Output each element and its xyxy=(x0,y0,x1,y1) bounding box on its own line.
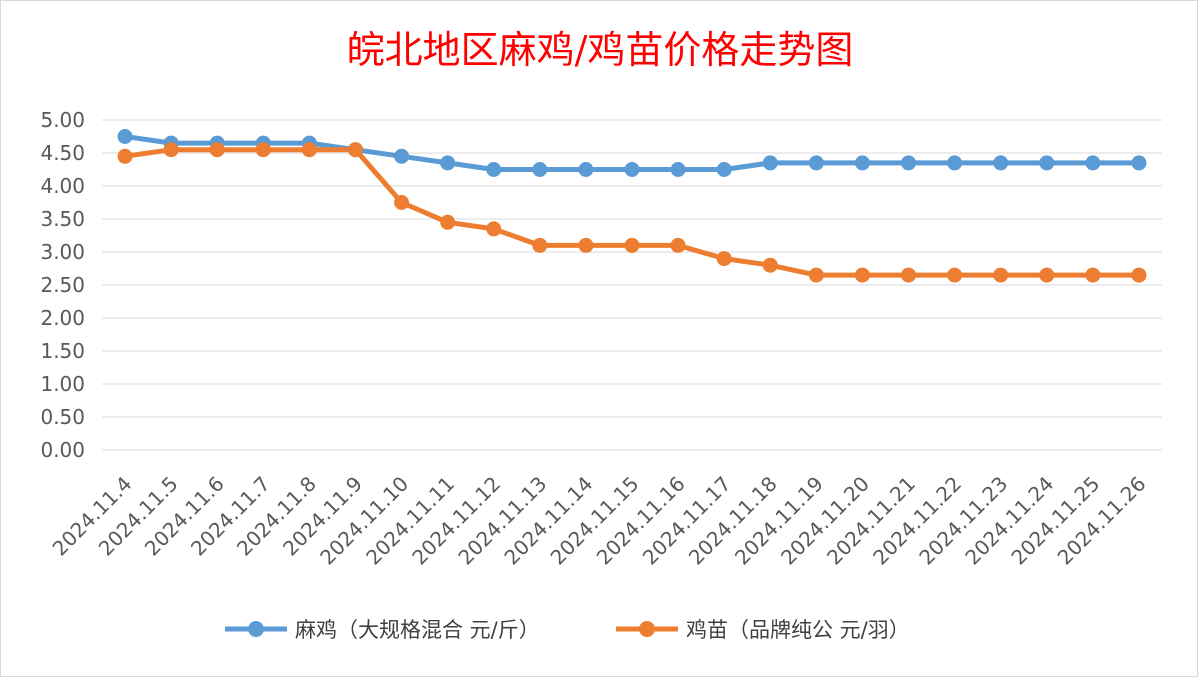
data-point xyxy=(117,148,133,164)
data-point xyxy=(1039,267,1055,283)
data-point xyxy=(716,162,732,177)
y-tick-label: 5.00 xyxy=(40,108,85,132)
data-point xyxy=(947,267,963,283)
data-point xyxy=(440,214,456,230)
data-point xyxy=(670,162,686,177)
legend: 麻鸡（大规格混合 元/斤） 鸡苗（品牌纯公 元/羽） xyxy=(225,618,910,642)
data-point xyxy=(670,237,686,253)
data-point xyxy=(301,142,317,158)
y-axis-ticks: 0.00 0.50 1.00 1.50 2.00 2.50 3.00 3.50 4.00 4.50… xyxy=(40,108,85,462)
data-point xyxy=(1131,155,1147,171)
legend-item: 麻鸡（大规格混合 元/斤） xyxy=(225,618,540,642)
data-point xyxy=(1039,155,1055,171)
data-point xyxy=(901,155,917,171)
data-point xyxy=(209,142,225,158)
data-point xyxy=(578,162,594,177)
data-point xyxy=(624,162,640,177)
data-point xyxy=(854,267,870,283)
legend-label: 麻鸡（大规格混合 元/斤） xyxy=(295,618,540,642)
y-tick-label: 3.00 xyxy=(40,240,85,264)
data-point xyxy=(808,267,824,283)
series-lines xyxy=(117,129,1147,283)
y-tick-label: 2.50 xyxy=(40,273,85,297)
y-tick-label: 4.50 xyxy=(40,141,85,165)
chart-title: 皖北地区麻鸡/鸡苗价格走势图 xyxy=(347,28,854,72)
data-point xyxy=(486,162,502,177)
data-point xyxy=(255,142,271,158)
data-point xyxy=(163,142,179,158)
data-point xyxy=(624,237,640,253)
data-point xyxy=(578,237,594,253)
y-tick-label: 2.00 xyxy=(40,306,85,330)
data-point xyxy=(993,267,1009,283)
y-tick-label: 1.00 xyxy=(40,372,85,396)
data-point xyxy=(762,155,778,171)
gridlines xyxy=(102,119,1162,451)
legend-swatch-marker xyxy=(248,621,264,637)
y-tick-label: 0.00 xyxy=(40,438,85,462)
data-point xyxy=(762,257,778,273)
legend-swatch-marker xyxy=(639,621,655,637)
x-axis-ticks: 2024.11.42024.11.52024.11.62024.11.72024… xyxy=(48,472,1151,570)
y-tick-label: 3.50 xyxy=(40,207,85,231)
y-tick-label: 0.50 xyxy=(40,405,85,429)
data-point xyxy=(347,142,363,158)
y-tick-label: 1.50 xyxy=(40,339,85,363)
legend-item: 鸡苗（品牌纯公 元/羽） xyxy=(616,618,910,642)
y-tick-label: 4.00 xyxy=(40,174,85,198)
data-point xyxy=(947,155,963,171)
data-point xyxy=(486,221,502,237)
data-point xyxy=(716,251,732,267)
series-2 xyxy=(117,142,1147,283)
data-point xyxy=(394,148,410,164)
data-point xyxy=(808,155,824,171)
data-point xyxy=(854,155,870,171)
data-point xyxy=(1131,267,1147,283)
data-point xyxy=(532,237,548,253)
data-point xyxy=(440,155,456,171)
data-point xyxy=(532,162,548,177)
data-point xyxy=(993,155,1009,171)
data-point xyxy=(394,195,410,210)
legend-label: 鸡苗（品牌纯公 元/羽） xyxy=(686,618,910,642)
data-point xyxy=(1085,155,1101,171)
data-point xyxy=(117,129,133,144)
data-point xyxy=(1085,267,1101,283)
data-point xyxy=(901,267,917,283)
